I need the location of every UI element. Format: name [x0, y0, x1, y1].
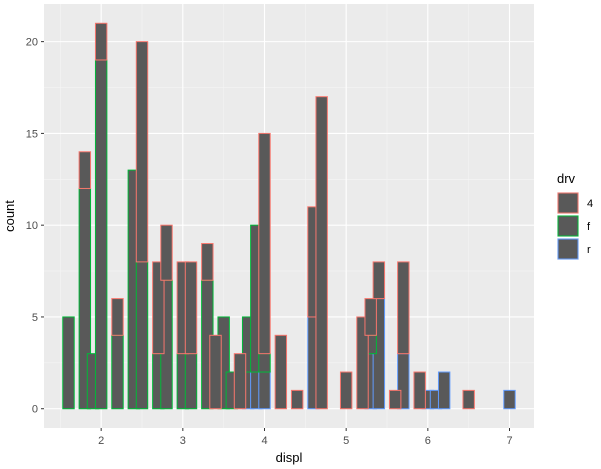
- x-tick-label: 2: [98, 435, 104, 447]
- bar-4-2.7: [152, 261, 165, 355]
- x-tick-label: 3: [180, 435, 186, 447]
- y-tick-label: 0: [32, 404, 38, 416]
- bar-4-4.0: [258, 132, 271, 355]
- y-axis-ticks: 0 5 10 15 20: [26, 37, 44, 416]
- bar-4-4.4: [290, 389, 304, 410]
- bar-f-3.1: [184, 353, 198, 410]
- bar-r-4.0: [258, 371, 271, 410]
- bar-4-3.7: [233, 353, 247, 410]
- x-axis-title: displ: [276, 450, 303, 465]
- bar-4-2.8: [160, 224, 173, 281]
- bar-4-3.4: [209, 334, 222, 410]
- x-tick-label: 7: [506, 435, 512, 447]
- bar-f-2.2: [111, 334, 124, 410]
- y-tick-label: 10: [26, 220, 38, 232]
- legend-key-r: [557, 238, 579, 260]
- bar-4-4.2: [274, 334, 288, 410]
- y-axis-title: count: [2, 200, 17, 232]
- bar-r-7.0: [503, 389, 516, 410]
- x-axis-ticks: 2 3 4 5 6 7: [98, 428, 513, 447]
- bar-r-6.2: [437, 371, 451, 410]
- y-tick-label: 5: [32, 312, 38, 324]
- y-tick-label: 20: [26, 37, 38, 49]
- legend-label-r: r: [587, 244, 591, 256]
- bar-4-5.0: [339, 371, 353, 410]
- bar-f-4.0: [258, 353, 271, 373]
- x-tick-label: 4: [261, 435, 267, 447]
- y-tick-label: 15: [26, 128, 38, 140]
- bars: [62, 22, 516, 410]
- bar-4-5.4: [372, 261, 386, 300]
- bar-4-3.3: [201, 243, 214, 281]
- legend-label-f: f: [587, 221, 591, 233]
- bar-f-2.0: [94, 59, 108, 410]
- x-tick-label: 5: [343, 435, 349, 447]
- bar-f-1.6: [62, 316, 75, 410]
- legend-key-4: [557, 192, 579, 214]
- bar-4-4.7: [315, 96, 328, 410]
- legend-label-4: 4: [587, 198, 593, 210]
- bar-4-5.7: [397, 261, 410, 355]
- bar-4-5.3: [364, 298, 377, 336]
- bar-4-2.5: [135, 41, 149, 263]
- bar-4-2.2: [111, 298, 124, 336]
- bar-4-1.8: [78, 151, 92, 189]
- bar-4-5.6: [388, 389, 402, 410]
- legend-key-f: [557, 215, 579, 237]
- x-tick-label: 6: [425, 435, 431, 447]
- bar-4-6.5: [462, 389, 475, 410]
- bar-f-2.5: [135, 261, 149, 410]
- legend: drv 4 fr: [557, 171, 593, 260]
- bar-4-2.0: [94, 22, 108, 61]
- bar-4-5.9: [413, 371, 426, 410]
- bar-4-5.2: [356, 316, 369, 410]
- plot-panel: [44, 4, 534, 428]
- legend-title: drv: [557, 171, 576, 186]
- bar-4-3.1: [184, 261, 198, 355]
